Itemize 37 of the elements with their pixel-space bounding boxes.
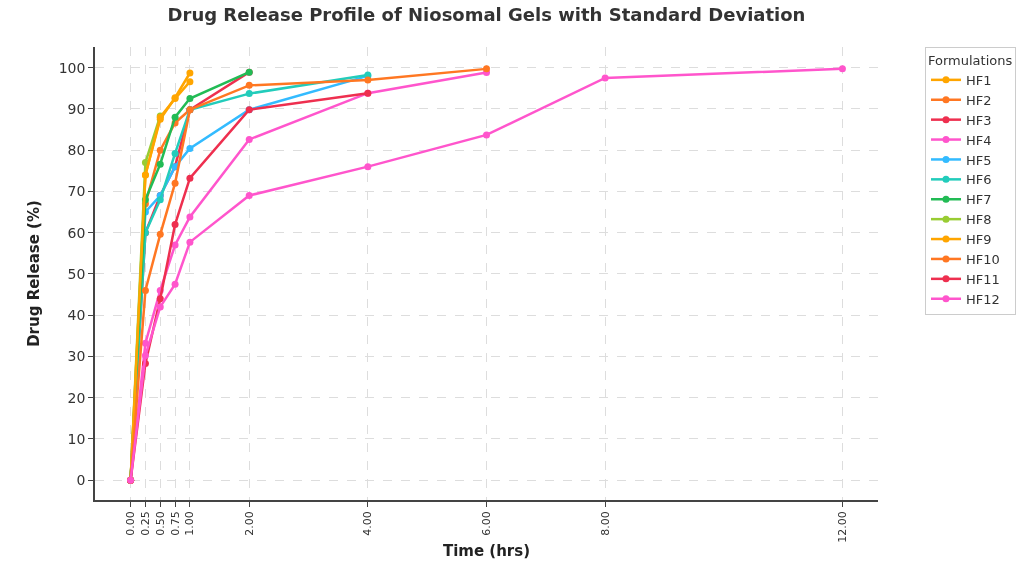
legend-label: HF7 xyxy=(965,192,992,208)
x-tick-label: 8.00 xyxy=(598,511,612,536)
y-tick-label: 70 xyxy=(67,183,86,200)
x-tick-label: 12.00 xyxy=(835,511,849,543)
legend-label: HF6 xyxy=(965,172,992,188)
x-tick-label: 0.00 xyxy=(124,511,138,536)
y-tick-label: 60 xyxy=(67,224,86,241)
x-tick-label: 0.25 xyxy=(139,511,152,536)
x-tick-label: 2.00 xyxy=(242,511,256,536)
x-axis-title: Time (hrs) xyxy=(442,542,531,561)
legend-label: HF3 xyxy=(965,112,992,128)
y-tick-label: 90 xyxy=(67,100,86,117)
y-tick-label: 0 xyxy=(76,472,86,489)
y-tick-label: 10 xyxy=(67,430,86,447)
x-tick-label: 4.00 xyxy=(361,511,375,536)
y-tick-label: 30 xyxy=(67,348,86,365)
legend-label: HF2 xyxy=(965,92,992,108)
y-tick-label: 40 xyxy=(67,307,86,324)
y-tick-label: 20 xyxy=(67,389,86,406)
y-tick-label: 80 xyxy=(67,142,86,159)
legend-label: HF8 xyxy=(965,212,992,228)
x-tick-label: 6.00 xyxy=(480,511,494,536)
x-tick-label: 1.00 xyxy=(183,511,197,536)
x-tick-label: 0.50 xyxy=(153,511,167,536)
y-tick-label: 100 xyxy=(58,59,86,76)
y-axis-title: Drug Release (%) xyxy=(25,200,44,347)
legend-label: HF12 xyxy=(965,291,1000,307)
legend-label: HF1 xyxy=(965,72,992,88)
legend-label: HF4 xyxy=(965,132,992,148)
legend-label: HF9 xyxy=(965,232,992,248)
x-tick-label: 0.75 xyxy=(168,511,182,536)
y-tick-label: 50 xyxy=(67,265,86,282)
legend-label: HF11 xyxy=(965,271,1000,287)
chart-title: Drug Release Profile of Niosomal Gels with Standard Deviation xyxy=(167,4,806,26)
legend-label: HF5 xyxy=(965,152,992,168)
legend-label: HF10 xyxy=(965,252,1000,268)
legend-title: Formulations xyxy=(927,52,1013,68)
